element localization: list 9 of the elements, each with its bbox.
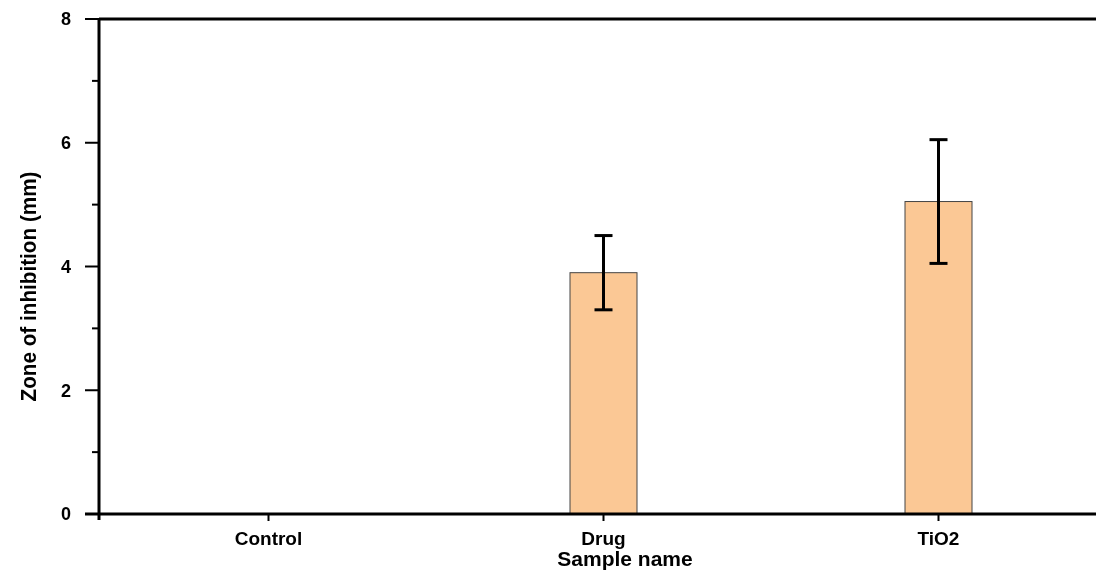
y-tick-label: 2 [60, 380, 71, 401]
y-tick-label: 4 [60, 256, 71, 277]
y-tick-label: 6 [60, 133, 71, 154]
x-tick-label: Control [234, 528, 303, 549]
y-tick-label: 8 [60, 9, 71, 30]
y-tick-label: 0 [60, 504, 71, 525]
x-tick-label: TiO2 [917, 528, 960, 549]
y-axis-title: Zone of inhibition (mm) [16, 157, 41, 402]
x-tick-label: Drug [581, 528, 626, 549]
